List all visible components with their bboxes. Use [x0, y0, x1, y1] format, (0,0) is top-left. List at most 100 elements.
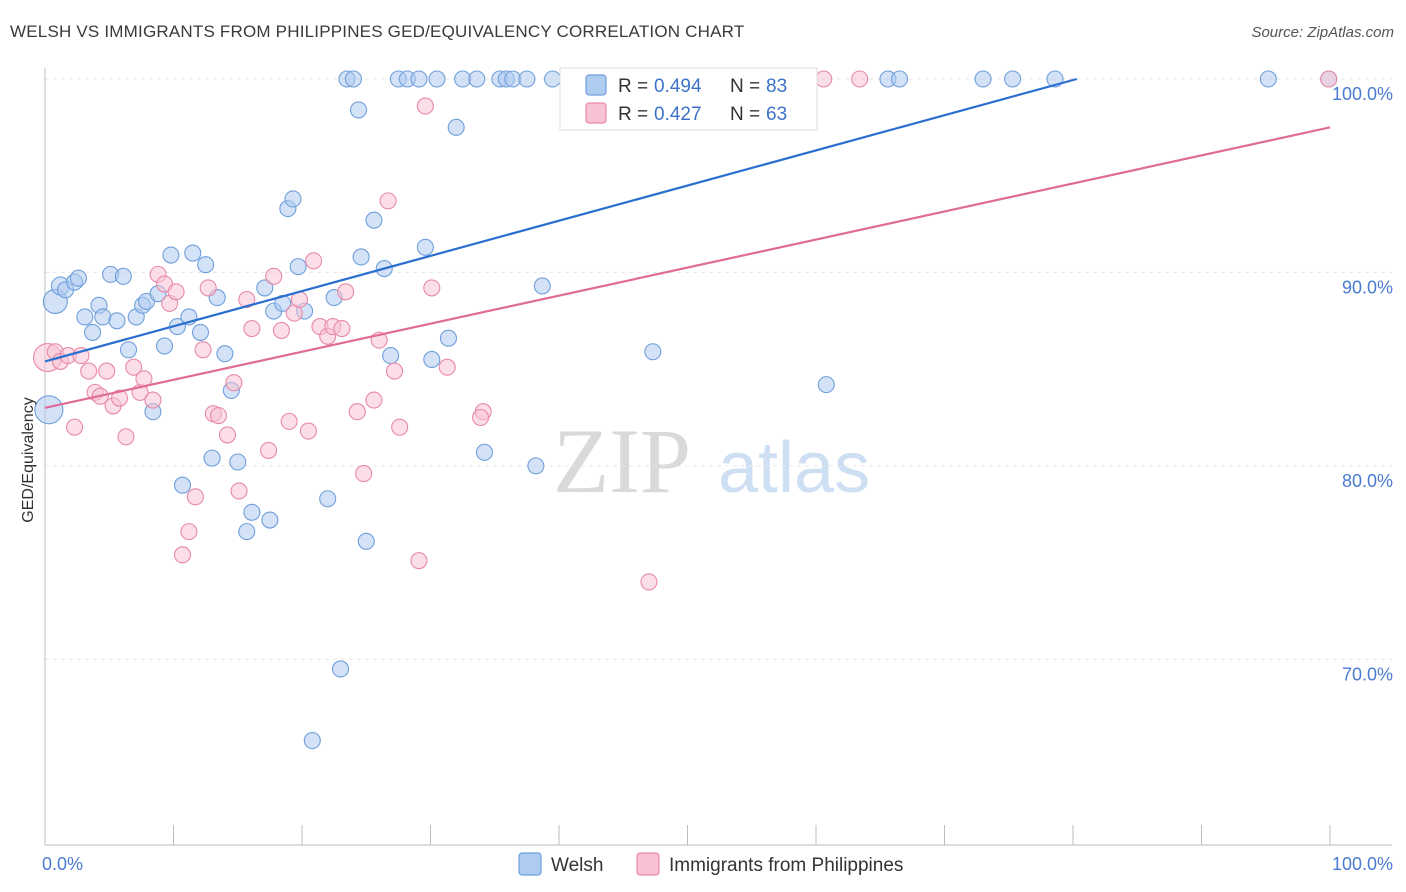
- legend: R = 0.494 N = 83 R = 0.427 N = 63: [559, 67, 818, 131]
- y-tick-label: 70.0%: [1342, 664, 1393, 684]
- welsh-point: [319, 490, 337, 508]
- philippines-point: [391, 418, 409, 436]
- philippines-point: [180, 523, 198, 541]
- watermark-zip: ZIP: [553, 410, 691, 512]
- philippines-point: [640, 573, 658, 591]
- philippines-point: [472, 408, 490, 427]
- welsh-point: [447, 118, 465, 136]
- bottom-legend-label-welsh: Welsh: [551, 855, 603, 876]
- philippines-point: [209, 407, 228, 425]
- welsh-point: [349, 101, 368, 119]
- philippines-point: [410, 552, 428, 570]
- philippines-point: [265, 267, 283, 285]
- welsh-point: [468, 70, 486, 88]
- philippines-point: [272, 321, 290, 340]
- welsh-point: [303, 731, 321, 750]
- philippines-point: [333, 319, 351, 338]
- philippines-point: [173, 546, 192, 564]
- welsh-point: [243, 503, 261, 521]
- x-tick-label-min: 0.0%: [42, 854, 83, 874]
- philippines-point: [416, 97, 434, 115]
- welsh-point: [527, 457, 545, 475]
- philippines-point: [117, 428, 135, 446]
- welsh-point: [428, 70, 446, 88]
- philippines-point: [110, 389, 129, 407]
- series-layer: [33, 70, 1338, 750]
- philippines-point: [125, 358, 143, 376]
- welsh-point: [162, 246, 180, 264]
- legend-r-label-welsh: R =: [618, 76, 648, 97]
- welsh-trend-line: [44, 77, 1078, 363]
- chart-title: WELSH VS IMMIGRANTS FROM PHILIPPINES GED…: [10, 22, 745, 41]
- welsh-point: [890, 70, 909, 88]
- y-tick-label: 90.0%: [1342, 277, 1393, 297]
- philippines-point: [199, 279, 217, 297]
- welsh-point: [94, 308, 112, 326]
- welsh-point: [284, 190, 302, 208]
- watermark: ZIP atlas: [553, 410, 870, 512]
- welsh-point: [34, 395, 64, 425]
- philippines-point: [348, 403, 366, 421]
- philippines-point: [218, 426, 237, 444]
- welsh-point: [173, 476, 192, 494]
- welsh-point: [184, 244, 202, 262]
- y-tick-label: 80.0%: [1342, 471, 1393, 491]
- welsh-point: [423, 350, 441, 369]
- bottom-legend-swatch-philippines: [636, 852, 660, 876]
- welsh-point: [331, 660, 350, 678]
- welsh-point: [357, 532, 375, 550]
- bottom-legend-label-philippines: Immigrants from Philippines: [669, 855, 903, 876]
- welsh-point: [191, 323, 210, 341]
- welsh-point: [76, 308, 94, 326]
- philippines-point: [299, 422, 317, 440]
- philippines-point: [98, 362, 116, 380]
- legend-swatch-philippines: [585, 102, 607, 124]
- y-tick-label: 100.0%: [1332, 84, 1393, 104]
- philippines-point: [230, 482, 248, 500]
- welsh-point: [410, 70, 428, 88]
- philippines-point: [365, 391, 383, 409]
- legend-r-value-philippines: 0.427: [654, 104, 702, 125]
- philippines-point: [438, 358, 456, 376]
- axes: 70.0% 80.0% 90.0% 100.0% 0.0% 100.0%: [42, 68, 1393, 874]
- philippines-point: [385, 362, 404, 380]
- welsh-point: [256, 279, 274, 297]
- series-philippines: [33, 70, 1338, 591]
- philippines-point: [80, 362, 98, 380]
- legend-n-label-welsh: N =: [730, 76, 760, 97]
- philippines-point: [167, 283, 185, 301]
- philippines-point: [243, 319, 261, 338]
- philippines-point: [66, 418, 84, 436]
- welsh-point: [544, 70, 562, 88]
- legend-n-value-welsh: 83: [766, 76, 787, 97]
- welsh-point: [197, 256, 215, 274]
- source-label: Source: ZipAtlas.com: [1251, 24, 1394, 41]
- bottom-legend-swatch-welsh: [518, 852, 542, 876]
- welsh-point: [382, 347, 400, 365]
- philippines-point: [337, 283, 355, 301]
- philippines-point: [260, 441, 278, 459]
- legend-r-value-welsh: 0.494: [654, 76, 702, 97]
- welsh-point: [344, 70, 362, 88]
- welsh-point: [439, 329, 458, 347]
- philippines-trend-line: [44, 126, 1331, 409]
- welsh-point: [83, 323, 102, 341]
- welsh-point: [817, 376, 835, 394]
- philippines-point: [851, 70, 869, 88]
- welsh-point: [114, 267, 132, 285]
- legend-r-label-philippines: R =: [618, 104, 648, 125]
- philippines-point: [815, 70, 833, 88]
- welsh-point: [289, 258, 307, 276]
- welsh-point: [533, 277, 551, 295]
- welsh-point: [238, 523, 256, 541]
- bottom-legend: Welsh Immigrants from Philippines: [518, 852, 903, 876]
- welsh-point: [416, 238, 434, 256]
- welsh-point: [974, 70, 992, 88]
- philippines-point: [379, 192, 397, 210]
- philippines-point: [225, 374, 243, 392]
- welsh-point: [69, 269, 87, 287]
- philippines-point: [144, 391, 162, 409]
- y-axis-title: GED/Equivalency: [20, 397, 37, 522]
- welsh-point: [203, 449, 221, 467]
